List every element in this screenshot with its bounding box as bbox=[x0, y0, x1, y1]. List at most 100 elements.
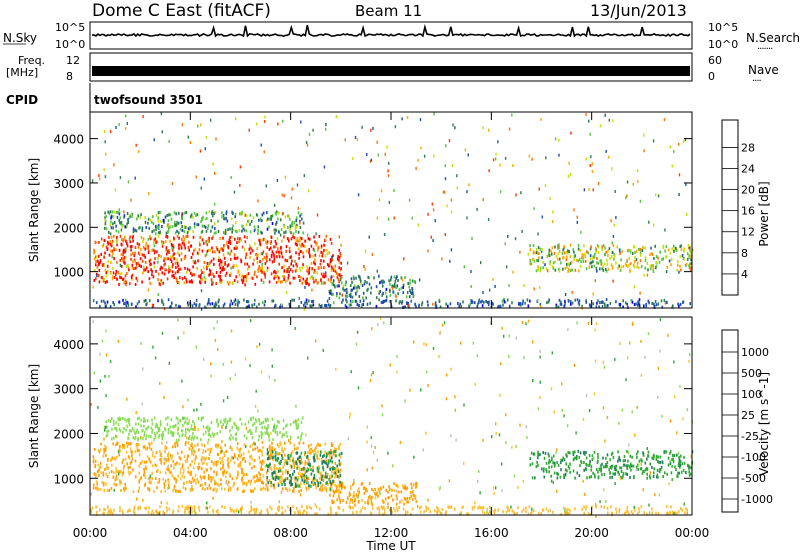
data-cell bbox=[227, 480, 230, 484]
data-cell bbox=[165, 252, 168, 256]
data-cell bbox=[364, 507, 366, 510]
data-cell bbox=[266, 417, 269, 421]
data-cell bbox=[688, 266, 691, 270]
data-cell bbox=[176, 270, 179, 274]
data-cell bbox=[651, 466, 653, 469]
data-cell bbox=[406, 486, 409, 490]
data-cell bbox=[254, 487, 256, 491]
data-cell bbox=[611, 451, 614, 455]
data-cell bbox=[248, 304, 250, 308]
data-cell bbox=[98, 450, 101, 454]
data-cell bbox=[409, 388, 411, 392]
data-cell bbox=[246, 236, 248, 240]
data-cell bbox=[298, 252, 300, 256]
data-cell bbox=[219, 266, 222, 270]
data-cell bbox=[310, 451, 312, 455]
data-cell bbox=[105, 271, 108, 274]
data-cell bbox=[120, 481, 122, 484]
data-cell bbox=[589, 462, 591, 466]
data-cell bbox=[313, 473, 316, 477]
data-cell bbox=[159, 381, 161, 385]
data-cell bbox=[555, 303, 558, 307]
data-cell bbox=[264, 262, 267, 265]
data-cell bbox=[436, 510, 438, 514]
data-cell bbox=[117, 423, 120, 427]
data-cell bbox=[320, 305, 322, 308]
data-cell bbox=[346, 300, 348, 304]
data-cell bbox=[159, 267, 162, 271]
data-cell bbox=[640, 265, 643, 269]
data-cell bbox=[637, 247, 640, 251]
data-cell bbox=[235, 257, 237, 260]
data-cell bbox=[182, 433, 184, 437]
data-cell bbox=[198, 248, 201, 252]
data-cell bbox=[224, 231, 227, 235]
data-cell bbox=[115, 421, 117, 425]
data-cell bbox=[149, 258, 152, 262]
data-cell bbox=[348, 491, 351, 495]
data-cell bbox=[221, 247, 223, 251]
data-cell bbox=[117, 230, 120, 234]
data-cell bbox=[324, 450, 326, 454]
data-cell bbox=[688, 473, 691, 477]
data-cell bbox=[408, 198, 411, 202]
data-cell bbox=[595, 305, 598, 309]
data-cell bbox=[221, 456, 224, 460]
data-cell bbox=[293, 298, 295, 302]
data-cell bbox=[679, 463, 682, 467]
data-cell bbox=[107, 242, 110, 246]
data-cell bbox=[130, 198, 132, 202]
data-cell bbox=[153, 438, 155, 441]
data-cell bbox=[225, 210, 228, 214]
data-cell bbox=[113, 456, 116, 460]
data-cell bbox=[140, 341, 142, 345]
data-cell bbox=[246, 305, 249, 309]
data-cell bbox=[592, 188, 594, 192]
data-cell bbox=[321, 483, 324, 487]
data-cell bbox=[329, 475, 331, 479]
data-cell bbox=[157, 511, 159, 515]
data-cell bbox=[504, 242, 506, 246]
data-cell bbox=[331, 456, 333, 460]
data-cell bbox=[538, 187, 540, 191]
data-cell bbox=[151, 509, 154, 513]
data-cell bbox=[390, 275, 393, 279]
nsky-trace bbox=[92, 23, 691, 38]
data-cell bbox=[181, 504, 184, 508]
data-cell bbox=[327, 512, 330, 516]
data-cell bbox=[248, 429, 251, 433]
data-cell bbox=[107, 240, 109, 244]
data-cell bbox=[310, 484, 312, 488]
data-cell bbox=[658, 493, 661, 497]
data-cell bbox=[204, 147, 206, 151]
data-cell bbox=[178, 243, 180, 247]
data-cell bbox=[276, 275, 279, 278]
data-cell bbox=[360, 508, 363, 512]
data-cell bbox=[320, 259, 322, 263]
data-cell bbox=[315, 505, 318, 509]
data-cell bbox=[389, 293, 392, 297]
data-cell bbox=[139, 226, 141, 229]
data-cell bbox=[129, 429, 131, 433]
data-cell bbox=[652, 139, 655, 143]
data-cell bbox=[175, 416, 178, 420]
data-cell bbox=[626, 465, 628, 469]
data-cell bbox=[208, 474, 210, 478]
data-cell bbox=[244, 240, 247, 244]
data-cell bbox=[486, 510, 488, 514]
data-cell bbox=[324, 475, 327, 479]
data-cell bbox=[280, 228, 283, 232]
data-cell bbox=[162, 510, 165, 514]
data-cell bbox=[289, 225, 292, 228]
data-cell bbox=[173, 257, 175, 261]
data-cell bbox=[323, 243, 325, 247]
data-cell bbox=[387, 490, 389, 494]
data-cell bbox=[572, 453, 575, 457]
data-cell bbox=[198, 465, 201, 469]
data-cell bbox=[144, 255, 146, 259]
data-cell bbox=[181, 379, 183, 383]
data-cell bbox=[378, 298, 380, 302]
data-cell bbox=[233, 461, 236, 465]
data-cell bbox=[575, 431, 577, 435]
data-cell bbox=[191, 476, 194, 480]
